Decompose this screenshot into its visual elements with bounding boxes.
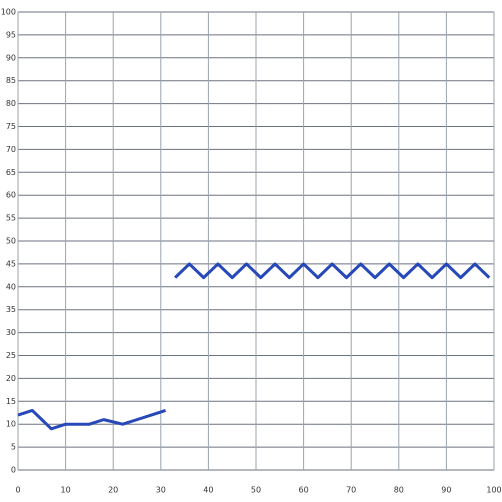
x-tick-label: 60: [299, 486, 309, 495]
y-tick-label: 80: [6, 99, 16, 108]
y-tick-label: 75: [6, 122, 16, 131]
y-tick-label: 15: [6, 397, 16, 406]
y-tick-label: 0: [11, 466, 16, 475]
x-tick-label: 50: [251, 486, 261, 495]
y-tick-label: 40: [6, 282, 16, 291]
data-line: [17, 408, 167, 431]
x-tick-label: 90: [441, 486, 451, 495]
y-tick-label: 20: [6, 374, 16, 383]
y-tick-label: 100: [1, 8, 16, 17]
y-tick-label: 90: [6, 53, 16, 62]
y-tick-label: 60: [6, 191, 16, 200]
y-tick-label: 95: [6, 30, 16, 39]
x-tick-label: 40: [203, 486, 213, 495]
y-tick-label: 30: [6, 328, 16, 337]
y-tick-label: 45: [6, 259, 16, 268]
x-tick-label: 100: [486, 486, 501, 495]
y-tick-label: 85: [6, 76, 16, 85]
x-tick-label: 80: [394, 486, 404, 495]
y-tick-label: 65: [6, 168, 16, 177]
y-tick-label: 10: [6, 420, 16, 429]
x-tick-label: 0: [15, 486, 20, 495]
x-tick-label: 10: [61, 486, 71, 495]
y-tick-label: 25: [6, 351, 16, 360]
data-line: [174, 262, 491, 280]
y-tick-label: 50: [6, 237, 16, 246]
x-tick-label: 30: [156, 486, 166, 495]
y-tick-label: 5: [11, 443, 16, 452]
y-tick-label: 70: [6, 145, 16, 154]
y-tick-label: 35: [6, 305, 16, 314]
x-tick-label: 20: [108, 486, 118, 495]
x-tick-label: 70: [346, 486, 356, 495]
y-tick-label: 55: [6, 214, 16, 223]
